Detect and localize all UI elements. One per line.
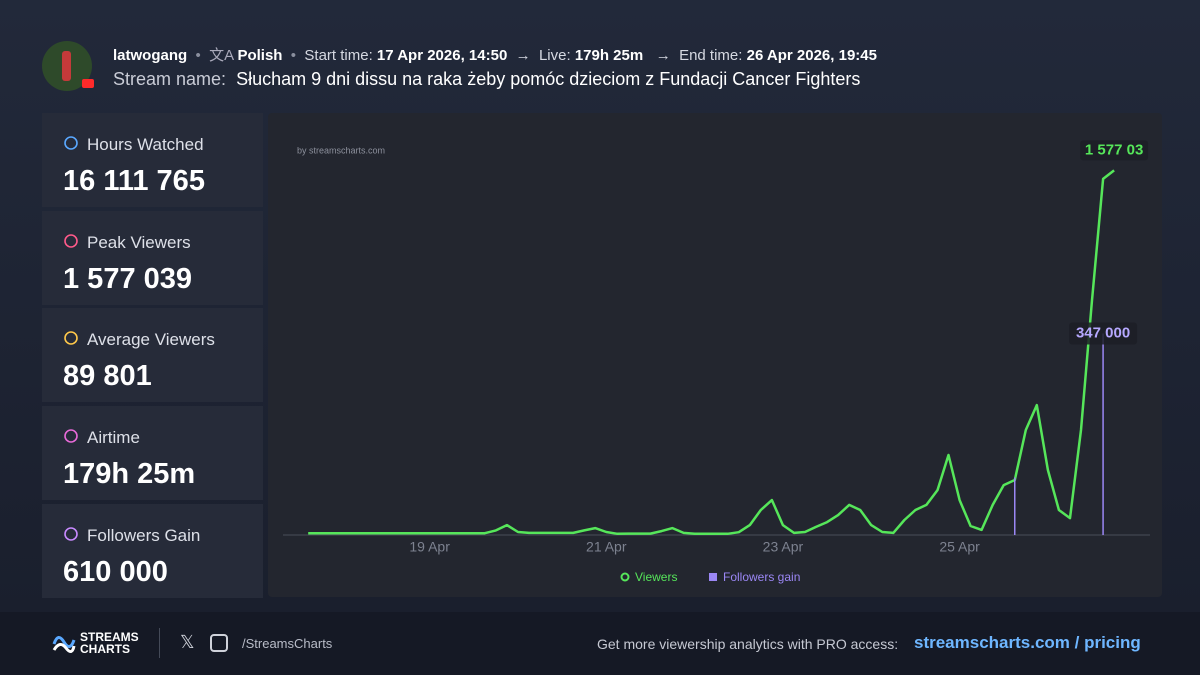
watermark: by streamscharts.com (297, 145, 385, 155)
logo-line: CHARTS (80, 642, 130, 656)
stat-value: 16 111 765 (63, 165, 205, 197)
stat-label: Hours Watched (87, 135, 204, 154)
legend-swatch (709, 573, 717, 581)
logo-line: STREAMS (80, 630, 139, 644)
end-time: 26 Apr 2026, 19:45 (746, 47, 877, 64)
legend-swatch (620, 572, 630, 582)
stat-value: 89 801 (63, 360, 152, 393)
stat-value: 610 000 (63, 555, 168, 588)
x-tick-label: 23 Apr (763, 539, 804, 555)
stat-icon (64, 331, 78, 346)
language: Polish (237, 47, 283, 64)
chart: by streamscharts.com 19 Apr 21 Apr 23 Apr 2… (283, 140, 1150, 584)
stream-name-label: Stream name: (113, 69, 227, 89)
start-time: 17 Apr 2026, 14:50 (376, 47, 508, 64)
live: 179h 25m (574, 47, 644, 64)
stat-card: Peak Viewers 1 577 039 (42, 210, 263, 305)
stat-value: 179h 25m (63, 458, 196, 491)
stat-icon (64, 233, 78, 248)
meta-row: latwogang • 文A Polish • Start time: 17 A… (113, 47, 877, 64)
stat-icon (64, 429, 78, 443)
end-label: End time: (679, 47, 743, 64)
handle[interactable]: /StreamsCharts (242, 636, 333, 651)
data-label: 1 577 03 (1085, 141, 1143, 158)
x-icon[interactable]: 𝕏 (180, 632, 195, 652)
x-tick-label: 21 Apr (586, 539, 627, 555)
stat-icon (64, 136, 78, 150)
stat-label: Average Viewers (87, 330, 215, 350)
legend-label: Viewers (635, 570, 677, 584)
stat-label: Followers Gain (87, 525, 201, 545)
viewers-line (308, 169, 1115, 536)
pricing-link[interactable]: streamscharts.com / pricing (914, 633, 1141, 652)
stat-card: Hours Watched 16 111 765 (42, 113, 263, 207)
label-bg (1080, 140, 1149, 161)
stat-label: Airtime (87, 428, 140, 448)
stat-icon (64, 526, 78, 541)
footer: STREAMS CHARTS 𝕏 /StreamsCharts Get more … (0, 612, 1200, 675)
logo-text: STREAMS CHARTS (80, 631, 139, 655)
stat-value: 1 577 039 (63, 262, 193, 295)
logo-icon (52, 636, 76, 653)
stat-label: Peak Viewers (87, 232, 191, 252)
stream-row: Stream name: Słucham 9 dni dissu na raka… (113, 69, 860, 90)
channel: latwogang (113, 47, 188, 64)
divider (159, 628, 160, 658)
data-label: 347 000 (1076, 325, 1130, 342)
x-tick-label: 19 Apr (409, 539, 450, 555)
chart-panel (268, 113, 1162, 597)
x-tick-label: 25 Apr (939, 539, 980, 555)
promo: Get more viewership analytics with PRO a… (597, 636, 899, 652)
stat-card: Followers Gain 610 000 (42, 503, 263, 598)
stat-card: Airtime 179h 25m (42, 406, 263, 501)
live-label: Live: (538, 47, 571, 64)
stat-card: Average Viewers 89 801 (42, 308, 263, 403)
label-bg (1069, 322, 1138, 345)
start-label: Start time: (304, 47, 373, 64)
stream-name: Słucham 9 dni dissu na raka żeby pomóc d… (236, 69, 861, 89)
legend-label: Followers gain (723, 570, 800, 584)
avatar (42, 41, 94, 91)
instagram-icon[interactable] (210, 634, 228, 652)
